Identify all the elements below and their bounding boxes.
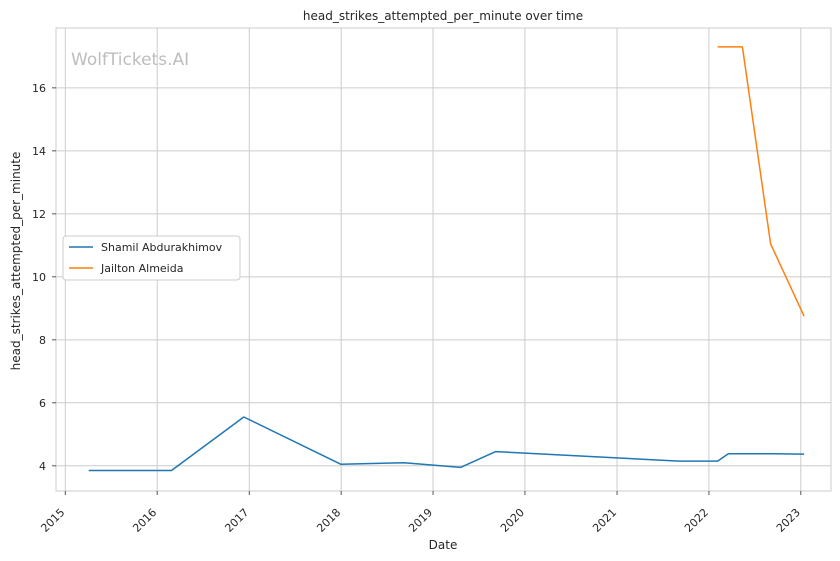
- chart-title: head_strikes_attempted_per_minute over t…: [303, 9, 583, 23]
- x-tick-label: 2017: [222, 506, 251, 535]
- y-tick-label: 6: [39, 397, 46, 410]
- x-tick-label: 2016: [130, 506, 159, 535]
- x-tick-label: 2015: [38, 506, 67, 535]
- x-axis-label: Date: [429, 538, 458, 552]
- x-tick-label: 2021: [590, 506, 619, 535]
- y-tick-label: 8: [39, 334, 46, 347]
- legend-label-jailton: Jailton Almeida: [100, 262, 183, 275]
- y-axis-label: head_strikes_attempted_per_minute: [9, 152, 23, 371]
- x-tick-label: 2018: [314, 506, 343, 535]
- y-tick-label: 12: [32, 208, 46, 221]
- legend: Shamil Abdurakhimov Jailton Almeida: [62, 235, 241, 281]
- series-line-1: [717, 46, 805, 317]
- legend-label-shamil: Shamil Abdurakhimov: [101, 241, 223, 254]
- y-axis: 4 6 8 10 12 14 16: [32, 82, 56, 473]
- y-tick-label: 16: [32, 82, 46, 95]
- y-tick-label: 10: [32, 271, 46, 284]
- x-tick-label: 2019: [406, 506, 435, 535]
- y-tick-label: 4: [39, 460, 46, 473]
- legend-box: [62, 235, 241, 281]
- watermark: WolfTickets.AI: [71, 50, 189, 70]
- x-tick-label: 2020: [498, 506, 527, 535]
- y-tick-label: 14: [32, 145, 46, 158]
- x-tick-label: 2023: [774, 506, 803, 535]
- series-lines: [88, 46, 805, 472]
- series-line-0: [88, 416, 805, 472]
- x-tick-label: 2022: [682, 506, 711, 535]
- x-axis: 2015 2016 2017 2018 2019 2020 2021 2022 2023: [38, 491, 803, 535]
